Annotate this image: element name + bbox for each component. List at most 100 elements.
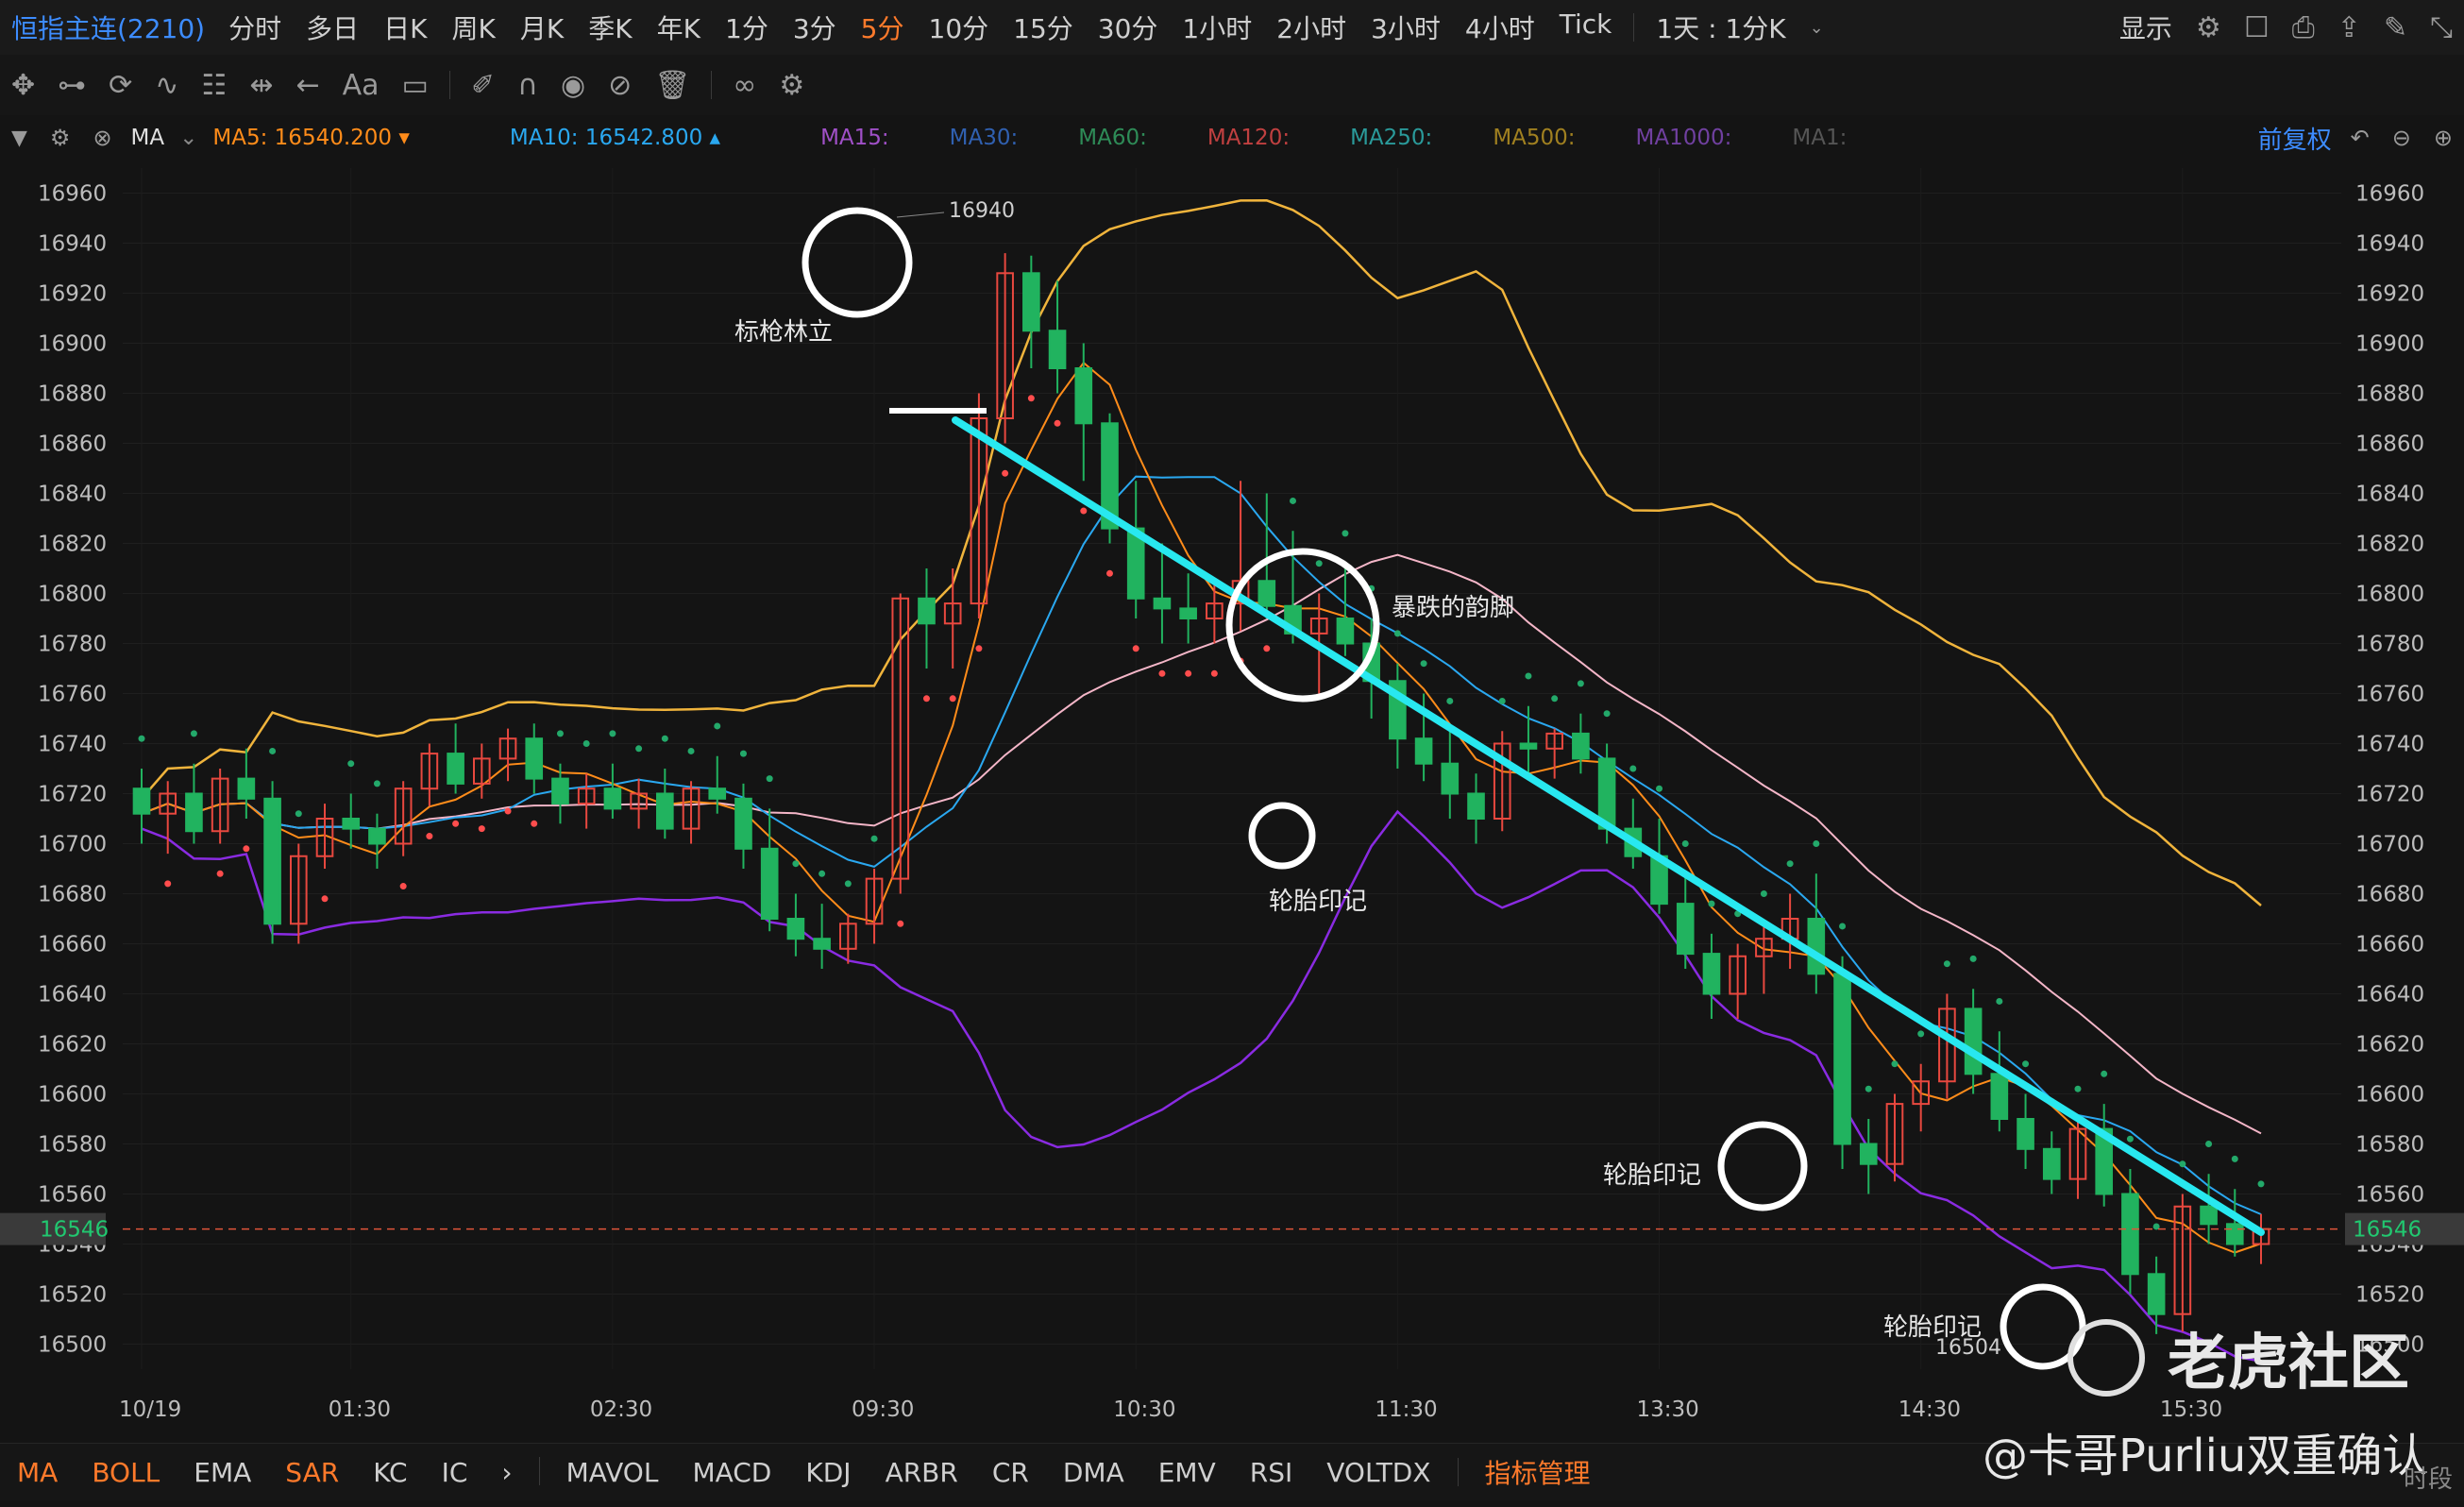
line-icon[interactable]: ⊶ (58, 68, 87, 102)
timeframe-4[interactable]: 月K (519, 13, 565, 44)
display-menu[interactable]: 显示 (2118, 13, 2172, 44)
candle (237, 777, 256, 800)
timeframe-13[interactable]: 1小时 (1182, 13, 1253, 44)
share-icon[interactable]: ⇪ (2337, 10, 2361, 44)
wave-icon[interactable]: ∿ (155, 68, 179, 102)
sar-dot (452, 820, 460, 827)
community-watermark: 老虎社区 (2067, 1314, 2409, 1401)
adjust-mode[interactable]: 前复权 (2257, 126, 2332, 155)
magnet-icon[interactable]: ∩ (517, 68, 538, 102)
settings-icon[interactable]: ⚙ (2195, 10, 2221, 44)
sar-dot (687, 747, 695, 754)
timeframe-12[interactable]: 30分 (1097, 13, 1158, 44)
indicator-sar[interactable]: SAR (285, 1456, 340, 1488)
sar-dot (1210, 669, 1218, 677)
timeframe-17[interactable]: Tick (1559, 8, 1612, 40)
ma-item-8: MA1000: (1635, 126, 1732, 150)
eye-icon[interactable]: ◉ (560, 68, 586, 102)
candle (1833, 973, 1851, 1145)
indicator-boll[interactable]: BOLL (92, 1456, 160, 1488)
timeframe-10[interactable]: 10分 (928, 13, 989, 44)
arrow-icon[interactable]: ← (295, 68, 320, 102)
timeframe-5[interactable]: 季K (588, 13, 633, 44)
price-tag-left (0, 1212, 106, 1245)
settings-icon[interactable]: ⚙ (49, 125, 71, 151)
indicator-arbr[interactable]: ARBR (885, 1456, 958, 1488)
indicator-dma[interactable]: DMA (1062, 1456, 1124, 1488)
y-tick-right: 16920 (2355, 282, 2424, 307)
indicator-voltdx[interactable]: VOLTDX (1326, 1456, 1431, 1488)
sar-dot (2022, 1060, 2030, 1068)
timeframe-16[interactable]: 4小时 (1464, 13, 1535, 44)
sar-dot (190, 730, 197, 737)
more-indicators-icon[interactable]: › (501, 1456, 513, 1488)
y-tick-left: 16900 (38, 332, 107, 357)
cycle-icon[interactable]: ⟳ (109, 68, 133, 102)
move-icon[interactable]: ✥ (11, 68, 36, 102)
timeframe-6[interactable]: 年K (656, 13, 701, 44)
layout-icon[interactable]: ☐ (2243, 10, 2270, 44)
indicator-kdj[interactable]: KDJ (805, 1456, 852, 1488)
fullscreen-icon[interactable]: ⤡ (2430, 10, 2453, 44)
sar-dot (373, 780, 380, 787)
sar-dot (1865, 1085, 1872, 1092)
timeframe-7[interactable]: 1分 (725, 13, 768, 44)
sar-dot (975, 645, 983, 652)
timeframe-11[interactable]: 15分 (1013, 13, 1073, 44)
indicator-ic[interactable]: IC (441, 1456, 468, 1488)
timeframe-3[interactable]: 周K (451, 13, 496, 44)
indicator-emv[interactable]: EMV (1157, 1456, 1216, 1488)
text-tool[interactable]: Aa (342, 68, 380, 102)
camera-icon[interactable]: ⎙ (2291, 10, 2315, 44)
chevron-down-icon[interactable]: ⌄ (1809, 17, 1824, 38)
zoom-out-icon[interactable]: ⊖ (2391, 125, 2411, 151)
link-icon[interactable]: ∞ (733, 68, 757, 102)
undo-icon[interactable]: ↶ (2350, 125, 2370, 151)
indicator-macd[interactable]: MACD (692, 1456, 772, 1488)
fib-icon[interactable]: ☷ (201, 68, 228, 102)
trash-icon[interactable]: 🗑 (654, 68, 691, 102)
annotation-text: 轮胎印记 (1269, 888, 1367, 916)
draw-icon[interactable]: ✎ (2383, 10, 2407, 44)
timeframe-15[interactable]: 3小时 (1371, 13, 1441, 44)
indicator-manage[interactable]: 指标管理 (1484, 1458, 1591, 1489)
drawing-toolbar: ✥ ⊶ ⟳ ∿ ☷ ⇹ ← Aa ▭ ✐ ∩ ◉ ⊘ 🗑 ∞ ⚙ (0, 55, 2464, 116)
range-select[interactable]: 1天 : 1分K (1656, 13, 1786, 44)
collapse-icon[interactable]: ▼ (11, 126, 27, 150)
indicator-ema[interactable]: EMA (194, 1456, 252, 1488)
timeframe-9[interactable]: 5分 (860, 13, 904, 44)
indicator-ma[interactable]: MA (17, 1456, 59, 1488)
timeframe-14[interactable]: 2小时 (1276, 13, 1347, 44)
y-tick-right: 16720 (2355, 783, 2424, 807)
sar-dot (1969, 955, 1977, 962)
indicator-rsi[interactable]: RSI (1249, 1456, 1293, 1488)
sar-dot (1708, 900, 1715, 907)
sar-dot (321, 895, 329, 903)
pencil-icon[interactable]: ✐ (470, 68, 496, 102)
ma-item-3: MA30: (949, 126, 1019, 150)
sar-dot (399, 883, 407, 890)
indicator-mavol[interactable]: MAVOL (565, 1456, 659, 1488)
sar-dot (1393, 630, 1401, 637)
zoom-in-icon[interactable]: ⊕ (2433, 125, 2453, 151)
instrument-title[interactable]: 恒指主连(2210) (11, 13, 206, 44)
note-icon[interactable]: ▭ (401, 68, 429, 102)
y-tick-left: 16860 (38, 432, 107, 457)
close-icon[interactable]: ⊗ (93, 125, 112, 151)
timeframe-2[interactable]: 日K (383, 13, 428, 44)
timeframe-8[interactable]: 3分 (792, 13, 836, 44)
settings-icon[interactable]: ⚙ (779, 68, 805, 102)
candle (2200, 1205, 2218, 1226)
candlestick-chart[interactable]: 16960 16960 16940 16940 16920 16920 16900 16900… (0, 161, 2464, 1443)
chevron-down-icon[interactable]: ⌄ (179, 126, 198, 150)
candle (1414, 737, 1433, 765)
timeframe-1[interactable]: 多日 (306, 13, 360, 44)
timeframe-0[interactable]: 分时 (228, 13, 282, 44)
y-tick-left: 16920 (38, 282, 107, 307)
measure-icon[interactable]: ⇹ (249, 68, 274, 102)
hide-icon[interactable]: ⊘ (608, 68, 633, 102)
indicator-name[interactable]: MA (130, 126, 165, 150)
indicator-cr[interactable]: CR (991, 1456, 1029, 1488)
sar-dot (1158, 669, 1166, 677)
indicator-kc[interactable]: KC (373, 1456, 408, 1488)
